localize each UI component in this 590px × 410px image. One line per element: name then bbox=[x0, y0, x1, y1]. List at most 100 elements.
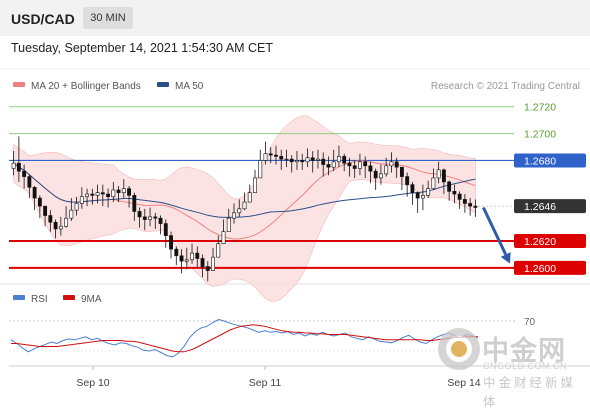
candle bbox=[137, 207, 142, 228]
candle bbox=[226, 208, 231, 232]
candle bbox=[462, 194, 467, 213]
candle bbox=[11, 151, 16, 176]
candle bbox=[368, 161, 373, 184]
candle bbox=[95, 184, 100, 204]
candle bbox=[447, 180, 452, 201]
candle bbox=[352, 160, 357, 178]
candle bbox=[441, 168, 446, 195]
level-label: 1.2600 bbox=[524, 263, 556, 275]
candle bbox=[263, 141, 268, 165]
candle bbox=[74, 196, 79, 216]
candle bbox=[37, 195, 42, 219]
candle bbox=[237, 199, 242, 217]
candle bbox=[415, 191, 420, 213]
candle bbox=[268, 147, 273, 164]
candle bbox=[337, 145, 341, 168]
rsi-ma-legend-swatch bbox=[63, 295, 75, 300]
candle bbox=[106, 188, 110, 208]
candle bbox=[16, 136, 21, 182]
timeframe-button[interactable]: 30 MIN bbox=[83, 7, 133, 29]
candle bbox=[190, 243, 194, 264]
candle bbox=[132, 192, 137, 221]
ma20-legend-swatch bbox=[13, 82, 25, 87]
candle bbox=[363, 156, 368, 178]
candle bbox=[32, 185, 37, 211]
candle bbox=[426, 180, 431, 199]
x-tick-label: Sep 10 bbox=[76, 377, 109, 389]
ma50-legend-swatch bbox=[157, 82, 169, 87]
timestamp: Tuesday, September 14, 2021 1:54:30 AM C… bbox=[11, 41, 273, 55]
candle bbox=[43, 205, 48, 227]
candle bbox=[121, 179, 126, 199]
candle bbox=[90, 188, 95, 205]
candle bbox=[295, 151, 299, 170]
candle bbox=[358, 153, 362, 176]
candle bbox=[457, 191, 462, 209]
candle bbox=[242, 192, 247, 211]
level-label: 1.2620 bbox=[524, 236, 556, 248]
candle bbox=[58, 216, 63, 236]
candle bbox=[148, 207, 152, 227]
watermark-tagline: 中金财经新媒体 bbox=[483, 375, 577, 409]
level-label-box bbox=[514, 234, 586, 249]
candle bbox=[331, 149, 336, 172]
candle bbox=[200, 254, 205, 278]
candle bbox=[405, 172, 410, 197]
candle bbox=[289, 155, 294, 173]
candle bbox=[116, 185, 121, 203]
candle bbox=[153, 212, 158, 229]
candle bbox=[64, 206, 69, 228]
forecast-arrowhead bbox=[500, 252, 511, 264]
candle bbox=[27, 175, 32, 199]
candle bbox=[279, 149, 284, 170]
x-axis-ticks: Sep 10 Sep 11 Sep 14 bbox=[76, 366, 481, 389]
candle bbox=[22, 164, 27, 189]
candle bbox=[420, 184, 425, 211]
candle bbox=[211, 247, 215, 271]
candle bbox=[69, 198, 74, 221]
watermark-logo bbox=[438, 328, 480, 370]
candle bbox=[158, 215, 163, 235]
rsi-ma-legend-label: 9MA bbox=[81, 294, 102, 305]
x-tick-label: Sep 14 bbox=[447, 377, 480, 389]
level-label: 1.2720 bbox=[524, 102, 556, 114]
candle bbox=[253, 169, 257, 193]
rsi-chart: 70 bbox=[9, 317, 536, 358]
candle bbox=[399, 166, 404, 190]
candle bbox=[179, 249, 184, 274]
candle bbox=[85, 188, 90, 207]
level-label-box bbox=[514, 153, 586, 168]
level-label: 1.2646 bbox=[524, 201, 556, 213]
candle bbox=[163, 219, 168, 248]
forecast-arrow bbox=[482, 206, 508, 256]
candle bbox=[169, 231, 173, 259]
currency-pair: USD/CAD bbox=[11, 11, 75, 27]
candle bbox=[300, 153, 305, 170]
candle bbox=[473, 199, 478, 217]
candle bbox=[468, 198, 473, 216]
candle bbox=[452, 184, 457, 204]
price-chart: 1.2720 1.2700 1.2680 1.2646 1.2620 1.2600 bbox=[9, 102, 586, 302]
candle bbox=[342, 153, 347, 172]
candle bbox=[305, 148, 310, 168]
candle bbox=[347, 157, 352, 177]
credit-text: Research © 2021 Trading Central bbox=[431, 81, 580, 92]
candle bbox=[174, 246, 179, 266]
level-label-box bbox=[514, 260, 586, 275]
candle bbox=[247, 184, 252, 203]
candle bbox=[205, 261, 210, 282]
chart-area: MA 20 + Bollinger Bands MA 50 Research ©… bbox=[0, 68, 590, 389]
ma50-legend-label: MA 50 bbox=[175, 81, 204, 92]
candle bbox=[274, 145, 278, 165]
candle bbox=[284, 149, 289, 168]
candle bbox=[373, 168, 378, 190]
candle bbox=[384, 157, 389, 177]
candle bbox=[379, 164, 383, 185]
candle bbox=[410, 181, 415, 205]
level-label: 1.2700 bbox=[524, 129, 556, 141]
candle bbox=[184, 247, 189, 270]
candle bbox=[79, 187, 84, 209]
candle bbox=[310, 151, 315, 173]
candle bbox=[232, 203, 236, 224]
rsi-line bbox=[10, 318, 479, 358]
